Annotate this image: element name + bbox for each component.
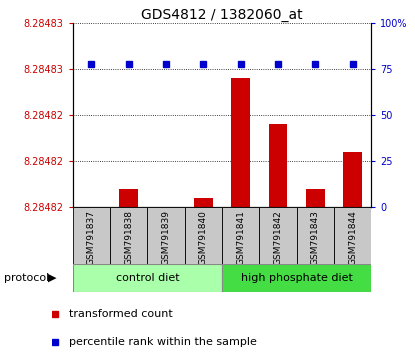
Text: protocol: protocol bbox=[4, 273, 49, 283]
Bar bbox=[147, 207, 185, 264]
Bar bbox=[222, 207, 259, 264]
Text: GSM791843: GSM791843 bbox=[311, 210, 320, 265]
Text: percentile rank within the sample: percentile rank within the sample bbox=[69, 337, 257, 347]
Text: GSM791841: GSM791841 bbox=[236, 210, 245, 265]
Text: GSM791837: GSM791837 bbox=[87, 210, 96, 265]
Bar bbox=[306, 189, 325, 207]
Bar bbox=[232, 78, 250, 207]
Title: GDS4812 / 1382060_at: GDS4812 / 1382060_at bbox=[141, 8, 303, 22]
Text: transformed count: transformed count bbox=[69, 309, 173, 320]
Text: GSM791838: GSM791838 bbox=[124, 210, 133, 265]
Bar bbox=[185, 207, 222, 264]
Bar bbox=[259, 207, 297, 264]
Bar bbox=[73, 264, 222, 292]
Text: GSM791844: GSM791844 bbox=[348, 210, 357, 265]
Text: GSM791840: GSM791840 bbox=[199, 210, 208, 265]
Bar bbox=[334, 207, 371, 264]
Text: GSM791839: GSM791839 bbox=[161, 210, 171, 265]
Bar bbox=[73, 207, 110, 264]
Bar bbox=[120, 189, 138, 207]
Bar bbox=[344, 152, 362, 207]
Bar bbox=[194, 198, 213, 207]
Bar bbox=[297, 207, 334, 264]
Text: GSM791842: GSM791842 bbox=[273, 210, 283, 265]
Bar bbox=[110, 207, 147, 264]
Text: control diet: control diet bbox=[115, 273, 179, 283]
Bar bbox=[222, 264, 371, 292]
Bar bbox=[269, 124, 288, 207]
Text: ▶: ▶ bbox=[48, 273, 56, 283]
Text: high phosphate diet: high phosphate diet bbox=[241, 273, 353, 283]
